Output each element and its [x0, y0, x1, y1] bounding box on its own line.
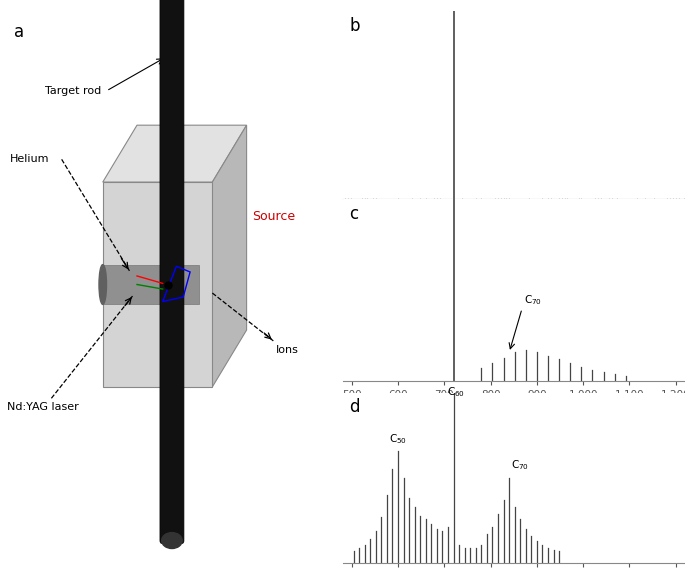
Text: Helium: Helium: [10, 154, 50, 164]
X-axis label: m/z: m/z: [503, 406, 524, 416]
Text: Target rod: Target rod: [45, 86, 101, 96]
Ellipse shape: [162, 533, 182, 549]
Polygon shape: [103, 265, 199, 304]
Text: Source: Source: [251, 210, 295, 222]
Text: Ions: Ions: [275, 345, 299, 355]
Text: C$_{70}$: C$_{70}$: [512, 459, 530, 472]
Text: C$_{60}$: C$_{60}$: [447, 385, 465, 399]
Text: C$_{50}$: C$_{50}$: [389, 432, 407, 446]
Text: d: d: [349, 398, 360, 416]
Polygon shape: [103, 125, 247, 182]
X-axis label: m/z: m/z: [503, 224, 524, 234]
Polygon shape: [212, 125, 247, 387]
Text: C$_{70}$: C$_{70}$: [524, 293, 542, 307]
Text: b: b: [349, 17, 360, 35]
FancyBboxPatch shape: [160, 0, 184, 543]
Polygon shape: [103, 182, 212, 387]
Text: a: a: [14, 23, 24, 41]
Text: Nd:YAG laser: Nd:YAG laser: [7, 402, 79, 412]
Text: c: c: [349, 205, 358, 222]
Ellipse shape: [99, 265, 107, 304]
